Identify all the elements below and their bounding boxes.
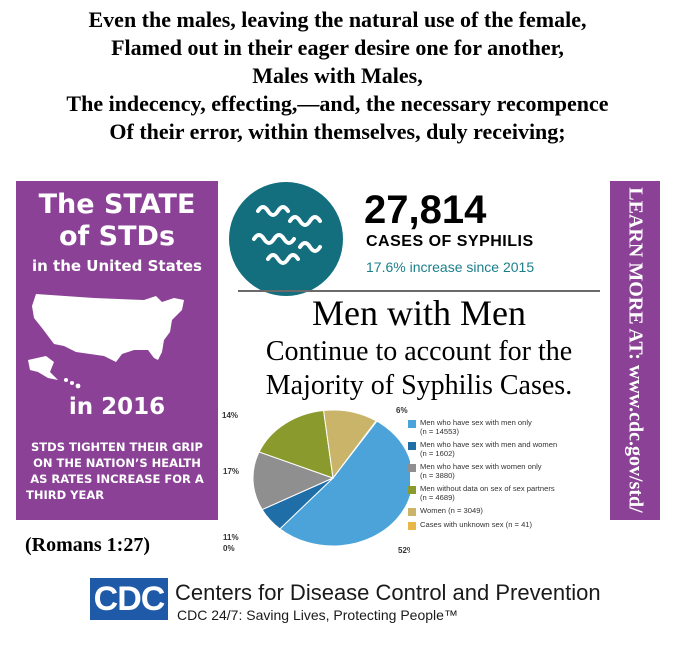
legend-item: Men who have sex with women only (n = 388… [408, 462, 613, 480]
legend-count-text: (n = 3880) [420, 471, 455, 480]
legend-item: Men who have sex with men only (n = 14553… [408, 418, 613, 436]
legend-swatch [408, 464, 416, 472]
pie-pct-label: 11% [223, 533, 239, 542]
pie-pct-label: 6% [396, 406, 408, 415]
panel-title-state: STATE [103, 189, 196, 220]
scripture-reference: (Romans 1:27) [25, 534, 150, 556]
panel-title-the: The [38, 189, 95, 220]
verse-line-4: The indecency, effecting,—and, the neces… [66, 91, 609, 116]
pie-slice [332, 420, 378, 479]
panel-tagline-2: ON THE NATION’S HEALTH [33, 456, 201, 470]
legend-label: Men who have sex with men and women (n = … [420, 440, 557, 458]
legend-count-text: (n = 1602) [420, 449, 455, 458]
syphilis-case-label: CASES OF SYPHILIS [366, 233, 534, 250]
pie-pct-label: 52% [398, 546, 410, 555]
cdc-tagline: CDC 24/7: Saving Lives, Protecting Peopl… [177, 607, 458, 623]
syphilis-case-count: 27,814 [364, 188, 487, 232]
legend-label-text: Women (n = 3049) [420, 506, 483, 515]
legend-label-text: Men who have sex with men only [420, 418, 532, 427]
legend-item: Women (n = 3049) [408, 506, 613, 516]
legend-swatch [408, 522, 416, 530]
verse-line-5: Of their error, within themselves, duly … [109, 119, 566, 144]
syphilis-bacteria-icon [229, 182, 343, 296]
legend-label-text: Men who have sex with men and women [420, 440, 558, 449]
headline-line-3: Majority of Syphilis Cases. [265, 370, 573, 401]
cdc-logo: CDC [90, 578, 168, 620]
legend-swatch [408, 508, 416, 516]
pie-pct-label: 17% [223, 467, 239, 476]
panel-title-of-stds: of STDs [58, 221, 176, 252]
verse-line-2: Flamed out in their eager desire one for… [111, 35, 564, 60]
headline-line-1: Men with Men [312, 293, 526, 333]
usa-map-icon [28, 294, 184, 389]
legend-swatch [408, 486, 416, 494]
panel-tagline-4: THIRD YEAR [26, 488, 105, 502]
pie-slice [252, 451, 335, 511]
syphilis-increase-text: 17.6% increase since 2015 [366, 259, 535, 275]
legend-item: Cases with unknown sex (n = 41) [408, 520, 613, 530]
panel-title-line-1: The STATE [16, 189, 218, 221]
legend-label-text: Cases with unknown sex (n = 41) [420, 520, 533, 529]
legend-count-text: (n = 4689) [420, 493, 455, 502]
legend-label: Cases with unknown sex (n = 41) [420, 520, 532, 529]
learn-more-link[interactable]: LEARN MORE AT: www.cdc.gov/std/ [624, 187, 647, 513]
headline-line-2: Continue to account for the [265, 336, 573, 367]
pie-slice [279, 420, 410, 547]
panel-tagline-3: AS RATES INCREASE FOR A [30, 472, 204, 486]
legend-swatch [408, 442, 416, 450]
panel-subtitle: in the United States [32, 257, 202, 275]
syphilis-pie-chart: 52% 6% 14% 17% 11% 0% [222, 406, 410, 555]
learn-more-panel [610, 181, 660, 520]
state-of-stds-panel: The STATE of STDs in the United States i… [16, 181, 218, 520]
panel-tagline-1: STDS TIGHTEN THEIR GRIP [31, 440, 203, 454]
pie-pct-label: 14% [222, 411, 238, 420]
legend-count-text: (n = 14553) [420, 427, 460, 436]
verse-line-3: Males with Males, [252, 63, 423, 88]
pie-legend: Men who have sex with men only (n = 14553… [408, 418, 613, 534]
legend-label: Women (n = 3049) [420, 506, 483, 515]
panel-year: in 2016 [68, 394, 166, 420]
pie-slice [258, 409, 334, 479]
legend-item: Men who have sex with men and women (n = … [408, 440, 613, 458]
pie-pct-label: 0% [223, 544, 235, 553]
legend-item: Men without data on sex of sex partners(… [408, 484, 613, 502]
legend-label: Men who have sex with women only (n = 388… [420, 462, 542, 480]
verse-line-1: Even the males, leaving the natural use … [88, 7, 587, 32]
legend-label: Men without data on sex of sex partners(… [420, 484, 555, 502]
legend-swatch [408, 420, 416, 428]
legend-label-text: Men who have sex with women only [420, 462, 542, 471]
legend-label-text: Men without data on sex of sex partners [420, 484, 555, 493]
cdc-name: Centers for Disease Control and Preventi… [175, 580, 601, 605]
legend-label: Men who have sex with men only (n = 14553… [420, 418, 532, 436]
section-divider [238, 290, 600, 292]
cdc-logo-text: CDC [93, 580, 166, 618]
